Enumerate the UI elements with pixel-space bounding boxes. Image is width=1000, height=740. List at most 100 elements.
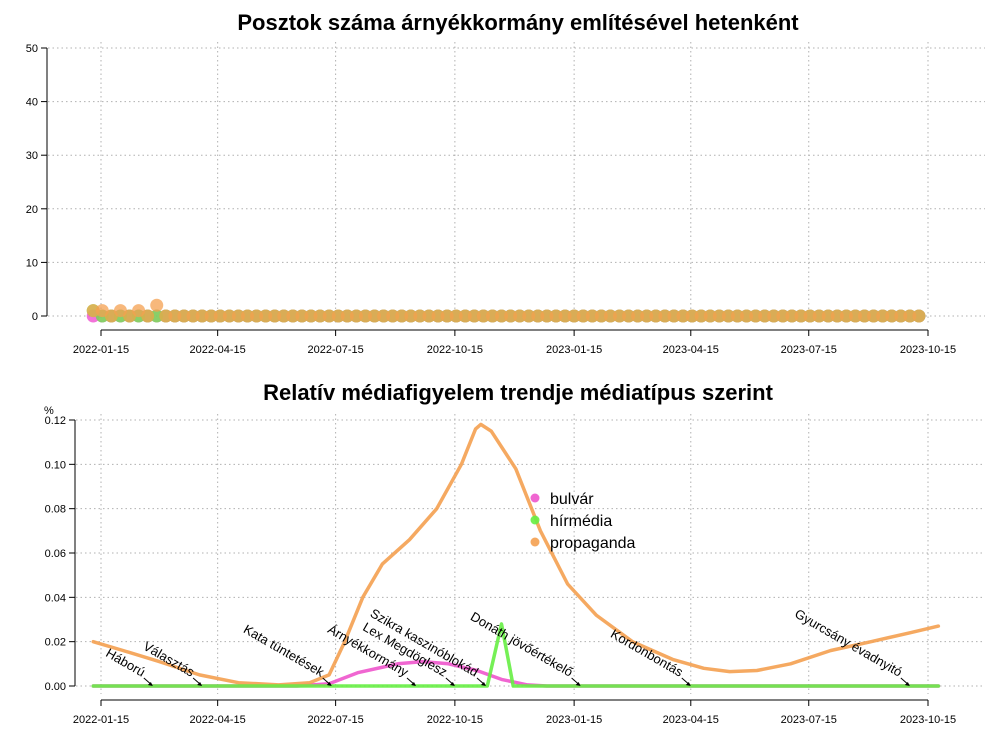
point-propaganda <box>177 309 191 323</box>
point-propaganda <box>504 309 518 323</box>
point-propaganda <box>785 309 799 323</box>
point-propaganda <box>240 309 254 323</box>
chart2-xtick-label: 2022-01-15 <box>73 714 129 726</box>
point-propaganda <box>531 309 545 323</box>
point-propaganda <box>404 309 418 323</box>
point-propaganda <box>286 309 300 323</box>
chart2-lines <box>91 422 941 688</box>
chart1-xtick-label: 2022-01-15 <box>73 344 129 356</box>
event-annotation: Választás <box>141 638 203 686</box>
point-propaganda <box>903 309 917 323</box>
chart2-ytick-label: 0.04 <box>45 592 66 604</box>
point-propaganda <box>204 309 218 323</box>
point-propaganda <box>885 309 899 323</box>
chart1-xtick-label: 2022-04-15 <box>190 344 246 356</box>
chart1-xtick-label: 2022-10-15 <box>427 344 483 356</box>
chart2-ytick-label: 0.08 <box>45 504 66 516</box>
point-propaganda <box>558 309 572 323</box>
event-arrowhead <box>326 682 332 686</box>
point-propaganda <box>540 309 554 323</box>
point-propaganda <box>186 309 200 323</box>
chart2-axes: 2022-01-15 2022-04-15 2022-07-15 2022-10-15… <box>45 415 957 726</box>
point-propaganda <box>857 309 871 323</box>
chart2-xtick-label: 2023-10-15 <box>900 714 956 726</box>
chart1-ytick-label: 0 <box>32 311 38 323</box>
point-propaganda <box>395 309 409 323</box>
line-bulvár <box>91 659 941 688</box>
point-propaganda <box>150 298 164 312</box>
point-propaganda <box>159 309 173 323</box>
event-annotation: Kata tüntetések <box>241 621 332 686</box>
point-propaganda <box>513 309 527 323</box>
point-propaganda <box>458 309 472 323</box>
point-propaganda <box>876 309 890 323</box>
point-propaganda <box>141 309 155 323</box>
event-arrowhead <box>147 682 153 686</box>
chart1-points <box>86 298 926 323</box>
point-propaganda <box>685 309 699 323</box>
point-propaganda <box>830 309 844 323</box>
chart1-xtick-label: 2023-10-15 <box>900 344 956 356</box>
point-propaganda <box>413 309 427 323</box>
point-propaganda <box>485 309 499 323</box>
chart1-ytick-label: 40 <box>26 97 38 109</box>
point-propaganda <box>467 309 481 323</box>
event-arrowhead <box>197 682 203 686</box>
chart1-grid <box>48 42 985 324</box>
point-propaganda <box>495 309 509 323</box>
point-propaganda <box>603 309 617 323</box>
point-propaganda <box>250 309 264 323</box>
point-propaganda <box>658 309 672 323</box>
chart1-ytick-label: 50 <box>26 43 38 55</box>
point-propaganda <box>839 309 853 323</box>
chart1-ytick-label: 20 <box>26 204 38 216</box>
point-propaganda <box>640 309 654 323</box>
point-propaganda <box>313 309 327 323</box>
point-propaganda <box>712 309 726 323</box>
chart1-xtick-label: 2022-07-15 <box>307 344 363 356</box>
point-propaganda <box>894 309 908 323</box>
chart2-ytick-label: 0.10 <box>45 459 66 471</box>
point-propaganda <box>304 309 318 323</box>
point-propaganda <box>749 309 763 323</box>
point-propaganda <box>368 309 382 323</box>
point-propaganda <box>721 309 735 323</box>
point-propaganda <box>649 309 663 323</box>
event-annotation: Gyurcsány évadnyitó <box>792 606 910 686</box>
point-propaganda <box>377 309 391 323</box>
chart2-xtick-label: 2023-04-15 <box>663 714 719 726</box>
point-propaganda <box>821 309 835 323</box>
point-propaganda <box>322 309 336 323</box>
chart1-ytick-label: 30 <box>26 150 38 162</box>
point-propaganda <box>386 309 400 323</box>
point-propaganda <box>585 309 599 323</box>
chart1-xtick-label: 2023-01-15 <box>546 344 602 356</box>
legend-label-propaganda: propaganda <box>550 535 636 552</box>
point-propaganda <box>867 309 881 323</box>
legend-label-bulvár: bulvár <box>550 491 594 508</box>
point-propaganda <box>758 309 772 323</box>
point-propaganda <box>612 309 626 323</box>
event-arrowhead <box>480 682 486 686</box>
event-arrowhead <box>685 682 691 686</box>
chart2-ytick-label: 0.12 <box>45 415 66 427</box>
chart2-xtick-label: 2022-10-15 <box>427 714 483 726</box>
point-propaganda <box>295 309 309 323</box>
chart2-ytick-label: 0.00 <box>45 681 66 693</box>
point-propaganda <box>231 309 245 323</box>
point-propaganda <box>812 309 826 323</box>
point-propaganda <box>676 309 690 323</box>
event-arrowhead <box>575 682 581 686</box>
line-hírmédia <box>91 622 941 688</box>
chart1-xtick-label: 2023-04-15 <box>663 344 719 356</box>
point-propaganda <box>622 309 636 323</box>
point-propaganda <box>431 309 445 323</box>
point-propaganda <box>567 309 581 323</box>
chart2-xtick-label: 2022-04-15 <box>190 714 246 726</box>
chart2-ytick-label: 0.02 <box>45 637 66 649</box>
point-propaganda <box>259 309 273 323</box>
event-label: Donáth jövőértékelő <box>468 609 576 680</box>
point-propaganda <box>222 309 236 323</box>
point-propaganda <box>694 309 708 323</box>
point-propaganda <box>349 309 363 323</box>
